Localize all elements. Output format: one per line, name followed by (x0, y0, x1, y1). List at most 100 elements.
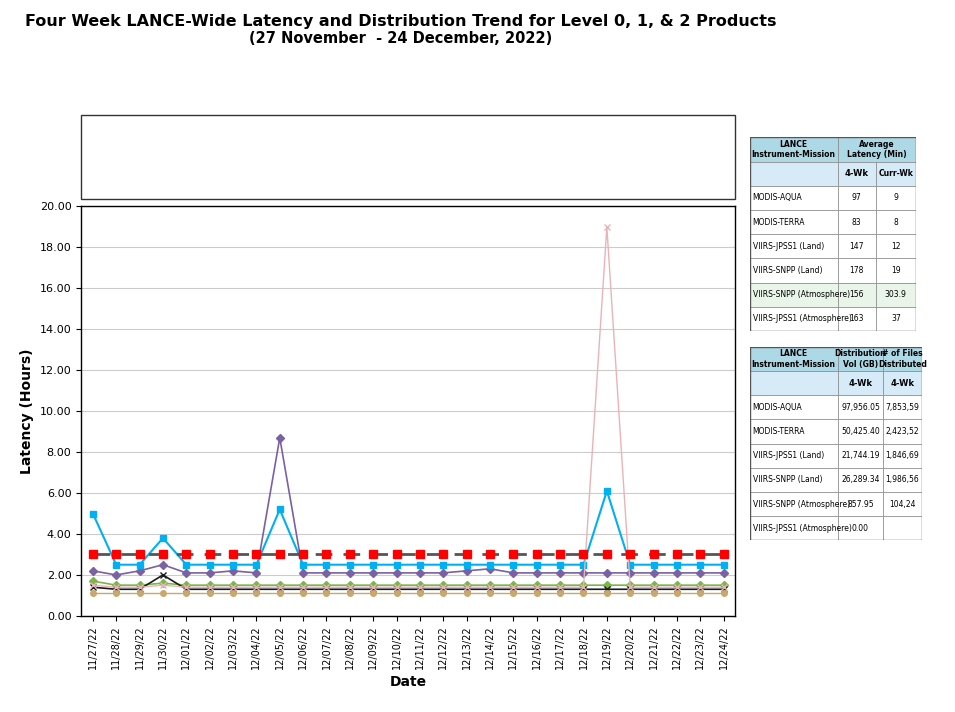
Text: 163: 163 (849, 315, 864, 323)
Text: VIIRS-S NPP (Land): VIIRS-S NPP (Land) (616, 134, 713, 144)
Text: 21,744.19: 21,744.19 (841, 451, 880, 460)
Bar (838, 468, 883, 492)
Bar (883, 444, 922, 468)
Bar (876, 210, 916, 234)
Text: 147: 147 (849, 242, 864, 251)
Text: LANCE
Instrument-Mission: LANCE Instrument-Mission (752, 140, 836, 159)
Text: MODIS-AQUA: MODIS-AQUA (753, 194, 802, 202)
Text: 4-Wk: 4-Wk (890, 379, 915, 387)
Text: MODIS-AQUA: MODIS-AQUA (134, 134, 202, 144)
Text: 37: 37 (891, 315, 901, 323)
Text: 156: 156 (849, 290, 864, 299)
Text: VIIRS-JPSS1 (Land): VIIRS-JPSS1 (Land) (454, 134, 551, 144)
Text: VIIRS-JPSS1 (Land): VIIRS-JPSS1 (Land) (753, 451, 824, 460)
Text: # of Files
Distributed: # of Files Distributed (878, 349, 927, 369)
Bar (838, 347, 883, 371)
Text: VIIRS-SNPP (Land): VIIRS-SNPP (Land) (753, 476, 822, 484)
Bar (883, 468, 922, 492)
Bar (750, 234, 838, 258)
Bar (750, 395, 838, 419)
Bar (838, 258, 876, 283)
Text: VIIRS-SNPP (Land): VIIRS-SNPP (Land) (753, 266, 822, 275)
Bar (750, 516, 838, 540)
Text: MODIS-TERRA: MODIS-TERRA (753, 218, 805, 226)
Bar (838, 371, 883, 395)
Bar (838, 137, 916, 162)
Bar (750, 258, 838, 283)
Text: VIIRS-JPSS1 (Land): VIIRS-JPSS1 (Land) (753, 242, 824, 251)
Text: VIIRS-JPSS1 (Atmosphere): VIIRS-JPSS1 (Atmosphere) (753, 524, 852, 533)
Text: VIIRS-S NPP (Atmosphere): VIIRS-S NPP (Atmosphere) (134, 173, 269, 184)
Text: 7,853,59: 7,853,59 (885, 403, 920, 412)
Text: 83: 83 (852, 218, 861, 226)
Bar (750, 186, 838, 210)
Bar (750, 210, 838, 234)
Text: 857.95: 857.95 (847, 500, 874, 508)
Text: 97,956.05: 97,956.05 (841, 403, 880, 412)
Text: 26,289.34: 26,289.34 (841, 476, 880, 484)
Text: VIIRS-JPSS1 (Atmosphere): VIIRS-JPSS1 (Atmosphere) (753, 315, 852, 323)
Bar (883, 516, 922, 540)
Bar (750, 371, 838, 395)
Bar (838, 186, 876, 210)
Text: LANCE
Instrument-Mission: LANCE Instrument-Mission (752, 349, 836, 369)
Bar (883, 492, 922, 516)
Bar (838, 492, 883, 516)
Bar (838, 444, 883, 468)
Text: MODIS-AQUA: MODIS-AQUA (753, 403, 802, 412)
Text: MODIS-TERRA: MODIS-TERRA (753, 427, 805, 436)
Bar (750, 419, 838, 444)
Text: 8: 8 (894, 218, 898, 226)
Text: 1,986,56: 1,986,56 (885, 476, 920, 484)
Bar (883, 419, 922, 444)
Bar (750, 283, 838, 307)
Bar (750, 307, 838, 331)
Bar (838, 419, 883, 444)
Bar (876, 234, 916, 258)
Text: Four Week LANCE-Wide Latency and Distribution Trend for Level 0, 1, & 2 Products: Four Week LANCE-Wide Latency and Distrib… (26, 14, 776, 29)
Text: 19: 19 (891, 266, 901, 275)
X-axis label: Date: Date (390, 675, 427, 689)
Bar (838, 307, 876, 331)
Text: MODIS-TERRA: MODIS-TERRA (291, 134, 363, 144)
Bar (750, 347, 838, 371)
Text: 0.00: 0.00 (852, 524, 869, 533)
Text: (27 November  - 24 December, 2022): (27 November - 24 December, 2022) (249, 31, 553, 46)
Bar (750, 444, 838, 468)
Text: 4-Wk: 4-Wk (848, 379, 873, 387)
Text: VIIRS-SNPP (Atmosphere): VIIRS-SNPP (Atmosphere) (753, 500, 850, 508)
Text: 2,423,52: 2,423,52 (885, 427, 920, 436)
Bar (838, 516, 883, 540)
Bar (876, 307, 916, 331)
Y-axis label: Latency (Hours): Latency (Hours) (20, 348, 34, 474)
Text: 104,24: 104,24 (889, 500, 916, 508)
Bar (838, 210, 876, 234)
Text: Average
Latency (Min): Average Latency (Min) (847, 140, 906, 159)
Bar (750, 468, 838, 492)
Text: 97: 97 (852, 194, 861, 202)
Bar (838, 162, 876, 186)
Text: 1,846,69: 1,846,69 (885, 451, 920, 460)
Bar (883, 347, 922, 371)
Bar (883, 371, 922, 395)
Bar (876, 186, 916, 210)
Bar (838, 395, 883, 419)
Text: Distribution
Vol (GB): Distribution Vol (GB) (835, 349, 886, 369)
Bar (838, 234, 876, 258)
Text: 178: 178 (849, 266, 864, 275)
Bar (876, 258, 916, 283)
Bar (876, 162, 916, 186)
Text: 4-Wk: 4-Wk (844, 169, 869, 178)
Text: VIIRS-JPSS1 (Atmosphere): VIIRS-JPSS1 (Atmosphere) (310, 173, 445, 184)
Text: 12: 12 (891, 242, 901, 251)
Text: 303.9: 303.9 (885, 290, 906, 299)
Text: VIIRS-SNPP (Atmosphere): VIIRS-SNPP (Atmosphere) (753, 290, 850, 299)
Text: 9: 9 (893, 194, 899, 202)
Text: Latency Requirement: Latency Requirement (487, 173, 599, 184)
Text: Curr-Wk: Curr-Wk (879, 169, 913, 178)
Text: 50,425.40: 50,425.40 (841, 427, 880, 436)
Bar (750, 162, 838, 186)
Bar (883, 395, 922, 419)
Bar (750, 137, 838, 162)
Bar (750, 492, 838, 516)
